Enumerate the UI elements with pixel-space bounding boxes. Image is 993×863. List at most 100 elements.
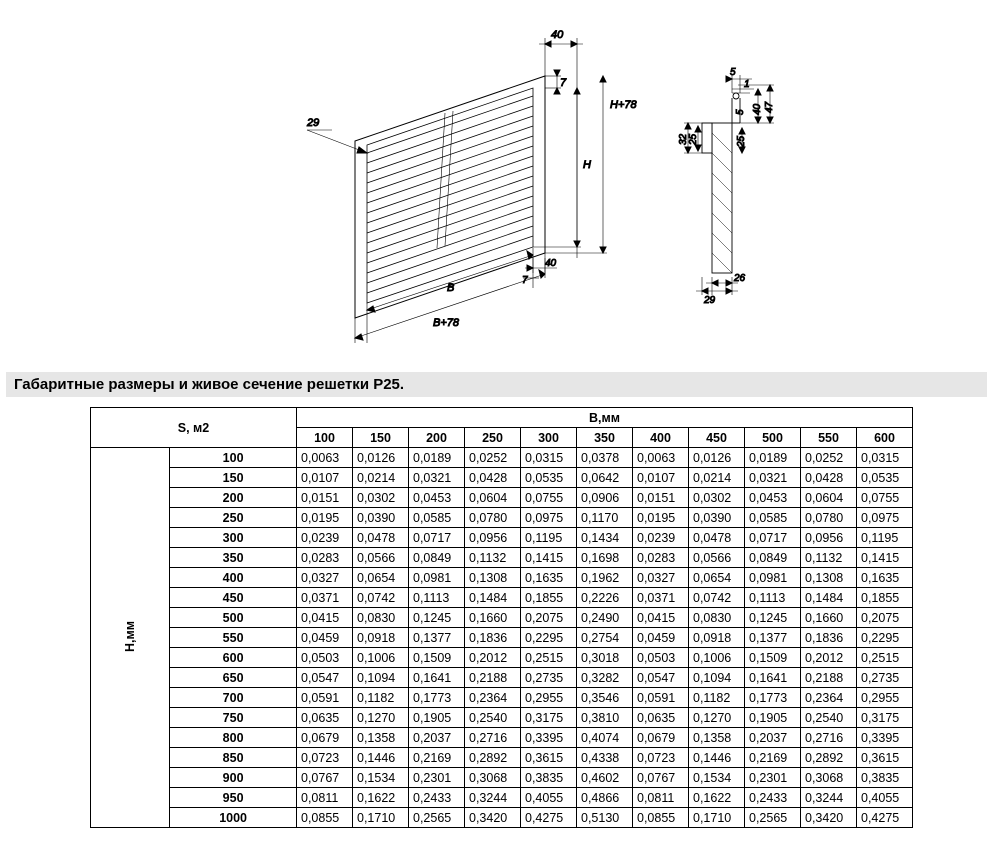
data-cell: 0,1855 [857, 588, 913, 608]
data-cell: 0,1534 [353, 768, 409, 788]
data-cell: 0,0126 [353, 448, 409, 468]
data-cell: 0,0849 [409, 548, 465, 568]
data-cell: 0,0767 [297, 768, 353, 788]
data-cell: 0,2433 [745, 788, 801, 808]
data-cell: 0,0742 [689, 588, 745, 608]
data-cell: 0,1415 [521, 548, 577, 568]
table-row: H,мм1000,00630,01260,01890,02520,03150,0… [91, 448, 913, 468]
data-cell: 0,1094 [689, 668, 745, 688]
col-header: 350 [577, 428, 633, 448]
table-row: 9500,08110,16220,24330,32440,40550,48660… [91, 788, 913, 808]
data-cell: 0,0302 [353, 488, 409, 508]
data-cell: 0,0981 [745, 568, 801, 588]
table-row: 3000,02390,04780,07170,09560,11950,14340… [91, 528, 913, 548]
data-cell: 0,3615 [521, 748, 577, 768]
dim-H: H [583, 159, 591, 171]
row-header: 400 [170, 568, 297, 588]
row-header: 950 [170, 788, 297, 808]
table-row: 4500,03710,07420,11130,14840,18550,22260… [91, 588, 913, 608]
technical-drawing: 40 7 H+78 H 40 [0, 8, 993, 368]
data-cell: 0,0195 [633, 508, 689, 528]
data-cell: 0,4275 [857, 808, 913, 828]
data-cell: 0,0981 [409, 568, 465, 588]
data-cell: 0,2716 [465, 728, 521, 748]
data-cell: 0,1377 [409, 628, 465, 648]
data-cell: 0,0126 [689, 448, 745, 468]
data-cell: 0,2490 [577, 608, 633, 628]
sec-5r: 5 [735, 109, 746, 115]
data-cell: 0,1094 [353, 668, 409, 688]
data-cell: 0,3615 [857, 748, 913, 768]
data-cell: 0,0302 [689, 488, 745, 508]
data-cell: 0,1773 [745, 688, 801, 708]
data-cell: 0,0855 [633, 808, 689, 828]
data-cell: 0,0755 [857, 488, 913, 508]
data-cell: 0,4338 [577, 748, 633, 768]
data-cell: 0,1836 [465, 628, 521, 648]
data-cell: 0,0717 [745, 528, 801, 548]
data-cell: 0,1446 [689, 748, 745, 768]
data-cell: 0,0453 [409, 488, 465, 508]
data-cell: 0,0063 [297, 448, 353, 468]
data-cell: 0,1195 [521, 528, 577, 548]
data-cell: 0,4866 [577, 788, 633, 808]
data-cell: 0,2716 [801, 728, 857, 748]
data-cell: 0,1377 [745, 628, 801, 648]
data-cell: 0,0327 [633, 568, 689, 588]
row-header: 800 [170, 728, 297, 748]
data-cell: 0,3244 [801, 788, 857, 808]
data-cell: 0,0956 [801, 528, 857, 548]
table-row: 5000,04150,08300,12450,16600,20750,24900… [91, 608, 913, 628]
drawing-svg: 40 7 H+78 H 40 [137, 8, 857, 363]
row-header: 350 [170, 548, 297, 568]
data-cell: 0,2515 [857, 648, 913, 668]
row-header: 450 [170, 588, 297, 608]
data-cell: 0,1484 [465, 588, 521, 608]
data-cell: 0,1308 [801, 568, 857, 588]
data-cell: 0,1132 [465, 548, 521, 568]
data-cell: 0,0918 [689, 628, 745, 648]
data-cell: 0,0503 [297, 648, 353, 668]
col-header: 600 [857, 428, 913, 448]
data-cell: 0,1006 [689, 648, 745, 668]
dim-Hplus: H+78 [610, 99, 637, 111]
table-row: 8500,07230,14460,21690,28920,36150,43380… [91, 748, 913, 768]
data-cell: 0,2735 [857, 668, 913, 688]
data-cell: 0,0642 [577, 468, 633, 488]
data-cell: 0,3068 [801, 768, 857, 788]
data-cell: 0,0151 [633, 488, 689, 508]
data-cell: 0,0214 [689, 468, 745, 488]
data-cell: 0,1434 [577, 528, 633, 548]
data-cell: 0,0283 [297, 548, 353, 568]
data-cell: 0,4055 [521, 788, 577, 808]
data-cell: 0,2540 [801, 708, 857, 728]
row-header: 200 [170, 488, 297, 508]
data-cell: 0,0459 [297, 628, 353, 648]
table-row: 7000,05910,11820,17730,23640,29550,35460… [91, 688, 913, 708]
data-cell: 0,3395 [857, 728, 913, 748]
row-header: 250 [170, 508, 297, 528]
col-header: 300 [521, 428, 577, 448]
data-cell: 0,0239 [633, 528, 689, 548]
table-head: S, м2 В,мм 10015020025030035040045050055… [91, 408, 913, 448]
data-cell: 0,0811 [633, 788, 689, 808]
data-cell: 0,0547 [633, 668, 689, 688]
data-cell: 0,1710 [689, 808, 745, 828]
table-row: 8000,06790,13580,20370,27160,33950,40740… [91, 728, 913, 748]
data-cell: 0,0535 [521, 468, 577, 488]
data-cell: 0,0478 [353, 528, 409, 548]
data-cell: 0,3420 [801, 808, 857, 828]
table-body: H,мм1000,00630,01260,01890,02520,03150,0… [91, 448, 913, 828]
data-cell: 0,2735 [521, 668, 577, 688]
sec-47: 47 [764, 101, 775, 113]
corner-header: S, м2 [91, 408, 297, 448]
data-cell: 0,1710 [353, 808, 409, 828]
data-cell: 0,0327 [297, 568, 353, 588]
data-cell: 0,1182 [353, 688, 409, 708]
data-cell: 0,1641 [745, 668, 801, 688]
data-cell: 0,2364 [465, 688, 521, 708]
section-title: Габаритные размеры и живое сечение решет… [6, 372, 987, 397]
data-cell: 0,0415 [297, 608, 353, 628]
data-cell: 0,2955 [857, 688, 913, 708]
data-cell: 0,0830 [353, 608, 409, 628]
